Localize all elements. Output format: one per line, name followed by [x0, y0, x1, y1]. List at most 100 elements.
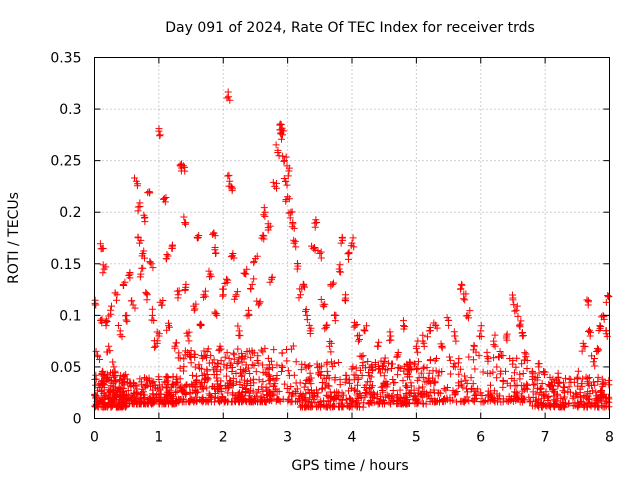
data-point — [517, 317, 525, 325]
data-point — [598, 380, 606, 388]
data-point — [201, 351, 209, 359]
data-point — [276, 120, 284, 128]
data-point — [172, 339, 180, 347]
data-point — [289, 390, 297, 398]
data-point — [502, 367, 510, 375]
data-point — [114, 400, 122, 408]
data-point — [172, 388, 180, 396]
data-point — [345, 248, 353, 256]
data-point — [547, 401, 555, 409]
data-point — [306, 389, 314, 397]
data-point — [242, 270, 250, 278]
data-point — [162, 194, 170, 202]
data-point — [111, 392, 119, 400]
data-point — [565, 383, 573, 391]
data-point — [556, 403, 564, 411]
data-point — [485, 393, 493, 401]
data-point — [577, 380, 585, 388]
data-point — [544, 394, 552, 402]
data-point — [567, 375, 575, 383]
data-point — [99, 261, 107, 269]
data-point — [257, 346, 265, 354]
data-point — [378, 363, 386, 371]
data-point — [407, 366, 415, 374]
y-axis-label: ROTI / TECUs — [6, 192, 22, 284]
data-point — [514, 312, 522, 320]
data-point — [303, 316, 311, 324]
data-point — [559, 387, 567, 395]
data-point — [302, 390, 310, 398]
data-point — [554, 382, 562, 390]
data-point — [201, 287, 209, 295]
data-point — [347, 395, 355, 403]
data-point — [102, 374, 110, 382]
data-point — [426, 398, 434, 406]
y-tick-labels: 0 0.05 0.1 0.15 0.2 0.25 0.3 0.35 — [50, 51, 81, 428]
data-point — [524, 381, 532, 389]
data-point — [523, 380, 531, 388]
data-point — [260, 211, 268, 219]
data-point — [121, 278, 129, 286]
data-point — [238, 349, 246, 357]
data-point — [465, 353, 473, 361]
data-point — [433, 324, 441, 332]
data-point — [518, 329, 526, 337]
data-point — [283, 385, 291, 393]
x-axis-label: GPS time / hours — [291, 458, 408, 474]
data-point — [120, 402, 128, 410]
data-point — [271, 182, 279, 190]
data-point — [307, 324, 315, 332]
data-point — [396, 386, 404, 394]
data-point — [463, 388, 471, 396]
data-point — [432, 367, 440, 375]
data-point — [116, 331, 124, 339]
data-point — [288, 208, 296, 216]
data-point — [156, 298, 164, 306]
data-point — [439, 398, 447, 406]
data-point — [110, 363, 118, 371]
data-point — [335, 358, 343, 366]
data-point — [96, 356, 104, 364]
data-point — [510, 301, 518, 309]
data-point — [254, 352, 262, 360]
data-point — [278, 349, 286, 357]
data-point — [386, 400, 394, 408]
data-point — [575, 401, 583, 409]
data-point — [380, 372, 388, 380]
data-point — [348, 365, 356, 373]
data-point — [470, 398, 478, 406]
data-point — [325, 382, 333, 390]
data-point — [586, 390, 594, 398]
data-point — [119, 281, 127, 289]
data-point — [314, 247, 322, 255]
data-point — [320, 402, 328, 410]
data-point — [317, 248, 325, 256]
data-point — [253, 252, 261, 260]
data-point — [515, 322, 523, 330]
data-point — [564, 400, 572, 408]
data-point — [213, 374, 221, 382]
data-point — [306, 330, 314, 338]
x-tick-labels: 0 1 2 3 4 5 6 7 8 — [90, 430, 614, 446]
data-point — [337, 239, 345, 247]
data-point — [437, 389, 445, 397]
data-point — [295, 395, 303, 403]
data-point — [419, 400, 427, 408]
data-point — [140, 247, 148, 255]
data-point — [239, 397, 247, 405]
data-point — [250, 362, 258, 370]
data-point — [301, 283, 309, 291]
data-point — [364, 369, 372, 377]
grid-lines — [94, 57, 610, 419]
data-point — [250, 275, 258, 283]
data-point — [241, 367, 249, 375]
data-point — [381, 365, 389, 373]
data-point — [386, 328, 394, 336]
data-point — [553, 392, 561, 400]
data-point — [191, 389, 199, 397]
data-point — [111, 289, 119, 297]
data-point — [445, 353, 453, 361]
data-point — [150, 393, 158, 401]
data-point — [374, 342, 382, 350]
